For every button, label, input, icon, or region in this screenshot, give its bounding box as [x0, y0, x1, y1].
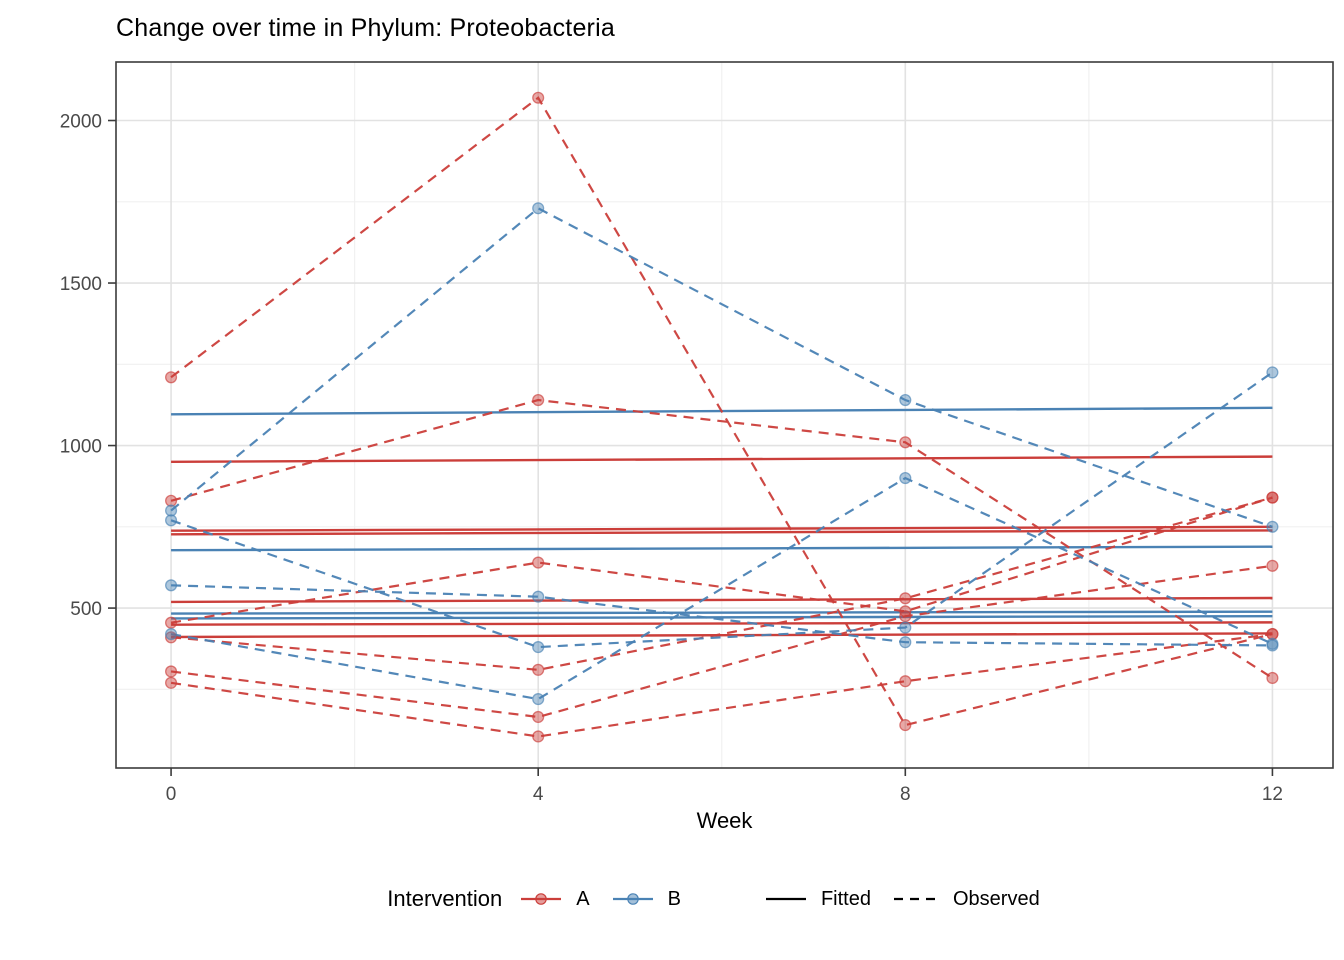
data-point: [165, 579, 178, 592]
y-tick-label: 1500: [60, 274, 102, 295]
data-point: [165, 514, 178, 527]
x-tick-label: 4: [533, 784, 544, 805]
y-tick-label: 2000: [60, 112, 102, 133]
observed-line: [171, 584, 1273, 647]
data-point: [1266, 491, 1279, 504]
data-point: [1266, 559, 1279, 572]
data-point: [165, 665, 178, 678]
legend-key-observed-icon: [893, 897, 938, 901]
legend-item-group-a: A: [520, 887, 590, 911]
chart-title: Change over time in Phylum: Proteobacter…: [116, 14, 615, 42]
x-tick-label: 0: [166, 784, 177, 805]
data-point: [532, 641, 545, 654]
fitted-line: [171, 610, 1273, 615]
legend-item-fitted: Fitted: [765, 888, 871, 911]
data-point: [1266, 366, 1279, 379]
data-point: [532, 663, 545, 676]
data-point: [165, 504, 178, 517]
data-point: [165, 628, 178, 641]
data-point: [532, 710, 545, 724]
legend-item-observed: Observed: [893, 888, 1040, 911]
legend-label-observed: Observed: [952, 887, 1040, 910]
x-tick-label: 8: [900, 784, 911, 805]
data-point: [1266, 520, 1279, 533]
data-point: [899, 472, 912, 485]
observed-line: [170, 371, 1274, 649]
observed-line: [170, 206, 1273, 528]
data-point: [1266, 671, 1279, 685]
legend-key-b-icon: [612, 893, 653, 905]
data-point: [165, 676, 178, 689]
plot-area: 500 1000 1500 2000 0 4 8 12: [60, 61, 1334, 805]
fitted-line: [171, 525, 1273, 532]
panel-background: [116, 62, 1333, 768]
fitted-line: [171, 529, 1273, 536]
data-point: [899, 393, 912, 407]
panel-border: [115, 61, 1334, 769]
legend-label-a: A: [576, 887, 590, 910]
x-axis-title: Week: [696, 808, 753, 833]
data-point: [532, 556, 545, 569]
data-point: [899, 592, 912, 605]
fitted-line: [171, 632, 1273, 639]
fitted-line: [171, 615, 1273, 620]
data-point: [899, 636, 912, 649]
observed-line: [170, 96, 1273, 727]
legend-key-a-icon: [521, 893, 562, 905]
y-tick-label: 1000: [60, 437, 102, 458]
data-point: [899, 719, 912, 732]
legend-label-fitted: Fitted: [820, 887, 871, 910]
fitted-line: [171, 596, 1273, 604]
legend: Intervention A B Fitted: [116, 886, 1333, 912]
data-point: [1266, 637, 1279, 650]
legend-title: Intervention: [387, 886, 503, 911]
data-point: [165, 371, 178, 384]
fitted-line: [171, 455, 1273, 464]
data-point: [532, 91, 545, 104]
data-point: [899, 675, 912, 688]
observed-line: [170, 398, 1274, 679]
data-point: [899, 621, 912, 634]
observed-line: [170, 632, 1273, 738]
data-point: [165, 631, 178, 644]
data-point: [165, 616, 178, 629]
observed-line: [170, 476, 1273, 701]
x-tick-label: 12: [1262, 784, 1283, 805]
data-point: [532, 202, 545, 215]
data-point: [532, 693, 545, 706]
legend-item-group-b: B: [612, 888, 681, 911]
data-point: [899, 610, 912, 623]
data-point: [532, 590, 545, 603]
legend-key-fitted-icon: [765, 897, 806, 901]
fitted-line: [171, 621, 1273, 626]
data-point: [899, 436, 912, 449]
fitted-line: [171, 545, 1273, 552]
y-tick-label: 500: [70, 599, 102, 620]
data-point: [165, 494, 178, 507]
data-point: [532, 393, 545, 407]
legend-label-b: B: [667, 887, 681, 910]
data-point: [532, 730, 545, 743]
observed-line: [170, 564, 1273, 719]
